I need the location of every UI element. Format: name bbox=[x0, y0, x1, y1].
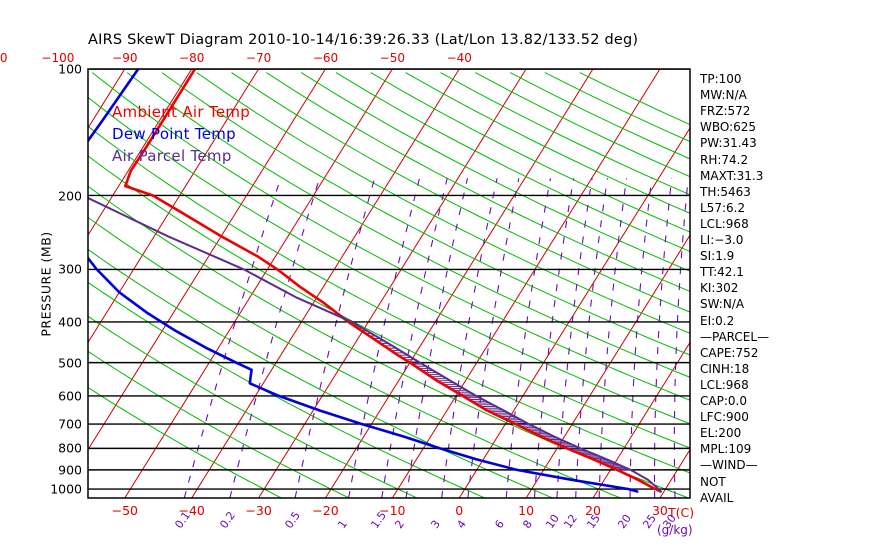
parameter-24: MPL:109 bbox=[700, 442, 752, 457]
parameter-20: LCL:968 bbox=[700, 377, 749, 392]
bottom-tick-label: 30 bbox=[651, 503, 668, 518]
parameter-19: CINH:18 bbox=[700, 361, 750, 376]
parameter-5: PW:31.43 bbox=[700, 136, 757, 151]
pressure-tick-label: 400 bbox=[58, 314, 82, 330]
top-tick-label: −80 bbox=[179, 51, 205, 65]
parameter-14: KI:302 bbox=[700, 281, 739, 296]
chart-title: AIRS SkewT Diagram 2010-10-14/16:39:26.3… bbox=[88, 32, 639, 48]
top-tick-label: −50 bbox=[379, 51, 405, 65]
parameter-8: TH:5463 bbox=[700, 184, 751, 199]
pressure-tick-label: 200 bbox=[58, 188, 82, 203]
bottom-tick-label: −40 bbox=[178, 503, 205, 518]
parameter-15: SW:N/A bbox=[700, 297, 745, 312]
pressure-tick-label: 100 bbox=[58, 61, 82, 77]
legend-item-3: Air Parcel Temp bbox=[112, 147, 232, 165]
parameter-27: AVAIL bbox=[700, 490, 734, 505]
x-axis-label: T(C) bbox=[668, 505, 695, 520]
top-tick-label: −70 bbox=[245, 51, 272, 65]
top-tick-label: −110 bbox=[0, 51, 8, 65]
bottom-tick-label: 20 bbox=[585, 503, 601, 518]
parameter-26: NOT bbox=[700, 474, 726, 489]
parameter-3: FRZ:572 bbox=[700, 104, 751, 119]
parameter-1: TP:100 bbox=[700, 72, 742, 86]
parameter-21: CAP:0.0 bbox=[700, 394, 747, 408]
parameter-11: LI:−3.0 bbox=[700, 233, 744, 247]
parameter-18: CAPE:752 bbox=[700, 345, 759, 360]
legend-item-1: Ambient Air Temp bbox=[112, 103, 251, 121]
bottom-tick-label: 0 bbox=[455, 503, 464, 518]
parameter-4: WBO:625 bbox=[700, 120, 757, 135]
top-tick-label: −60 bbox=[312, 51, 339, 65]
parameter-13: TT:42.1 bbox=[700, 265, 744, 280]
parameter-10: LCL:968 bbox=[700, 216, 749, 231]
parameter-25: —WIND— bbox=[700, 458, 758, 473]
bottom-tick-label: 10 bbox=[518, 503, 535, 518]
parameter-16: EI:0.2 bbox=[700, 313, 735, 328]
top-tick-label: −40 bbox=[446, 51, 472, 65]
pressure-tick-label: 1000 bbox=[50, 481, 82, 497]
mixing-ratio-axis-label: (g/kg) bbox=[657, 523, 693, 537]
parameter-2: MW:N/A bbox=[700, 88, 747, 103]
legend-item-2: Dew Point Temp bbox=[112, 125, 237, 143]
pressure-tick-label: 900 bbox=[58, 462, 82, 478]
pressure-tick-label: 800 bbox=[58, 440, 82, 456]
pressure-tick-label: 300 bbox=[58, 261, 82, 277]
bottom-tick-label: −10 bbox=[379, 503, 406, 518]
bottom-tick-label: −20 bbox=[312, 503, 339, 518]
pressure-tick-label: 700 bbox=[58, 416, 82, 432]
bottom-tick-label: −30 bbox=[245, 503, 272, 518]
parameter-7: MAXT:31.3 bbox=[700, 168, 764, 183]
top-tick-label: −100 bbox=[41, 51, 75, 65]
parameter-6: RH:74.2 bbox=[700, 152, 749, 167]
parameter-23: EL:200 bbox=[700, 426, 742, 441]
parameter-12: SI:1.9 bbox=[700, 249, 735, 264]
pressure-tick-label: 500 bbox=[58, 355, 82, 371]
parameter-22: LFC:900 bbox=[700, 410, 749, 425]
pressure-tick-label: 600 bbox=[58, 388, 82, 404]
parameter-9: L57:6.2 bbox=[700, 200, 746, 215]
top-tick-label: −90 bbox=[112, 51, 138, 65]
bottom-tick-label: −50 bbox=[111, 503, 138, 518]
parameter-17: —PARCEL— bbox=[700, 329, 770, 344]
